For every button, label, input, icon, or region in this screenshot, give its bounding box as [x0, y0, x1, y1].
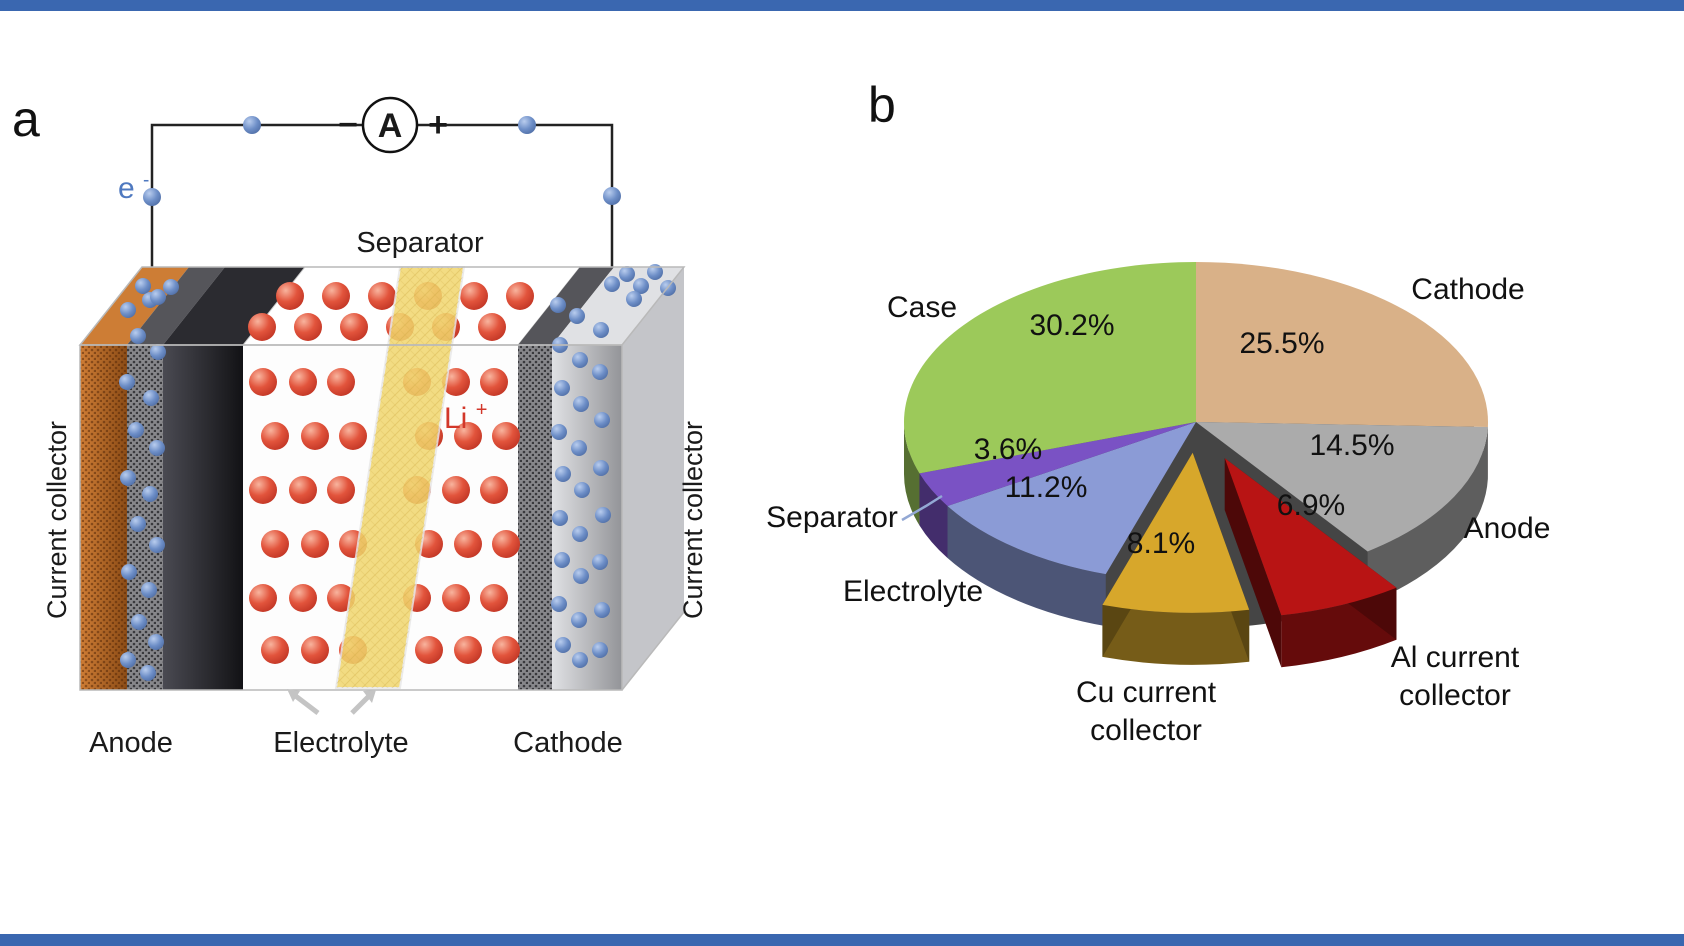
pie-value-cu: 8.1% — [1126, 527, 1196, 560]
pie-slice-al-current-collector — [1224, 458, 1397, 616]
pie-value-al: 6.9% — [1276, 489, 1346, 522]
pie-value-cathode: 25.5% — [1239, 327, 1325, 360]
pie-value-anode: 14.5% — [1309, 429, 1395, 462]
cathode-mesh-top — [518, 267, 614, 345]
li-sup: + — [476, 399, 488, 421]
ammeter-circle — [361, 96, 419, 154]
box-side-outline — [621, 611, 685, 691]
pie-slice-electrolyte — [947, 422, 1196, 575]
cathode-collector-top — [552, 267, 684, 345]
electron-sup: - — [143, 170, 149, 191]
pie-label-cu: Cu current collector — [1075, 676, 1217, 747]
anode-label: Anode — [89, 727, 173, 759]
panel-b-label: b — [868, 77, 896, 133]
circuit-wire-left — [150, 123, 363, 292]
box-front-outline — [79, 344, 623, 691]
separator-top-label: Separator — [356, 227, 484, 259]
pie-value-separator: 3.6% — [973, 433, 1043, 466]
pie-label-al: Al current collector — [1390, 641, 1520, 712]
electrolyte-label: Electrolyte — [273, 727, 408, 759]
top-chrome-bar — [0, 0, 1684, 11]
electron-spheres — [119, 116, 676, 681]
copper-texture — [80, 345, 127, 690]
anode-mesh-top — [127, 267, 225, 345]
plus-sign: + — [428, 106, 448, 144]
pie-rim — [1367, 427, 1488, 604]
battery-schematic: A − + e - — [42, 96, 708, 759]
pie-slice-anode — [1196, 422, 1488, 552]
right-current-collector-label: Current collector — [678, 421, 708, 619]
minus-sign: − — [338, 106, 358, 144]
electron-label: e - — [118, 170, 149, 205]
pie-chart — [903, 261, 1488, 668]
cathode-label: Cathode — [513, 727, 623, 759]
li-ion-label: Li + — [444, 399, 487, 435]
pie-rim — [947, 506, 1106, 627]
li-base: Li — [444, 402, 467, 435]
separator-leader-line — [901, 494, 943, 522]
pie-label-anode: Anode — [1463, 512, 1551, 545]
pie-rim — [919, 473, 948, 559]
cathode-collector-side — [622, 267, 684, 690]
pie-label-electrolyte: Electrolyte — [842, 575, 984, 608]
pie-value-electrolyte: 11.2% — [1004, 471, 1088, 504]
pie-slice-cu-current-collector — [1102, 452, 1250, 613]
ammeter-label: A — [378, 107, 403, 145]
pie-slice-separator — [919, 422, 1196, 507]
anode-top — [163, 267, 305, 345]
pie-label-case: Case — [886, 291, 958, 324]
pie-rim — [904, 422, 920, 526]
circuit-wire-right — [417, 123, 614, 292]
electrolyte-arrows — [287, 689, 376, 715]
pie-slice-case — [903, 261, 1196, 474]
pie-slice-cathode — [1196, 262, 1488, 428]
pie-label-cathode: Cathode — [1411, 273, 1525, 306]
panel-a-label: a — [12, 91, 40, 147]
pie-label-separator: Separator — [766, 501, 898, 534]
pie-rim — [1102, 604, 1250, 665]
bottom-chrome-bar — [0, 934, 1684, 946]
left-current-collector-label: Current collector — [42, 421, 72, 619]
electron-base: e — [118, 172, 135, 205]
pie-cut-face — [1224, 458, 1282, 668]
cathode-mesh-texture — [518, 345, 552, 690]
pie-value-case: 30.2% — [1029, 309, 1115, 342]
anode-slab — [163, 345, 243, 690]
